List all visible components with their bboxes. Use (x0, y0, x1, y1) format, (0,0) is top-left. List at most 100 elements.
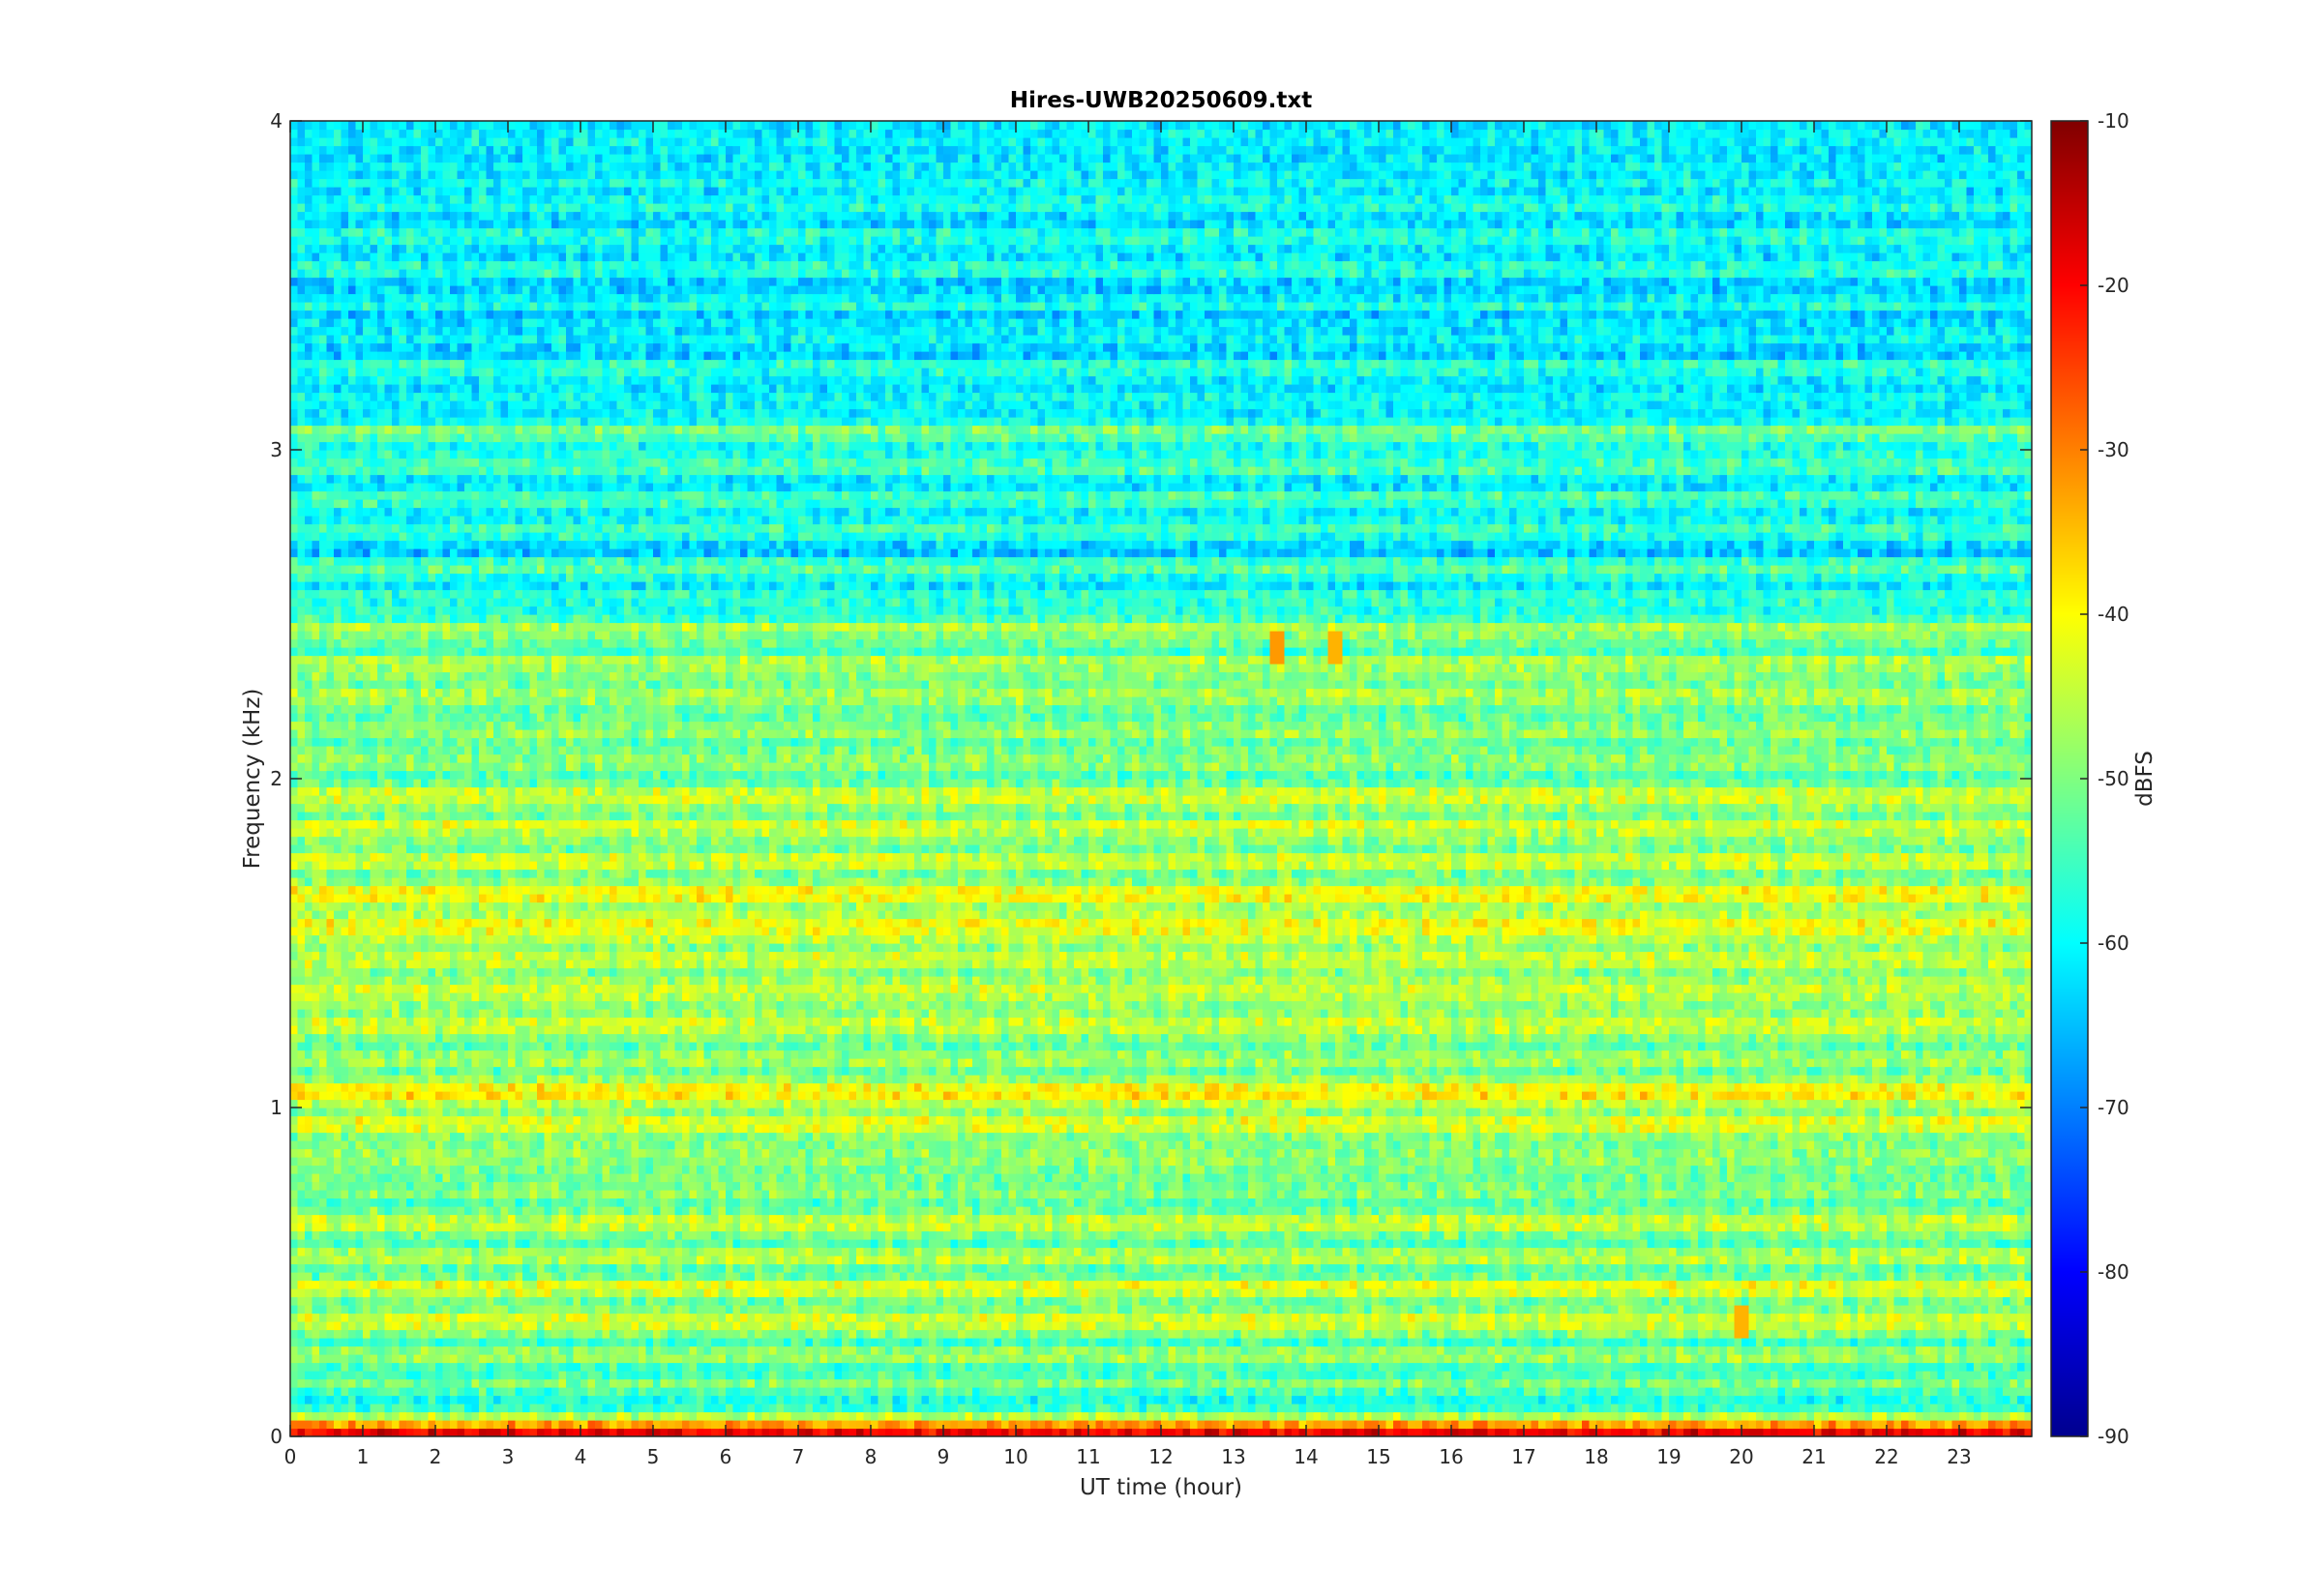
heatmap-cell (2017, 1429, 2025, 1437)
heatmap-cell (1822, 1396, 1830, 1404)
heatmap-cell (1698, 1314, 1706, 1322)
heatmap-cell (1959, 1346, 1967, 1355)
heatmap-cell (414, 1321, 422, 1330)
heatmap-cell (1988, 1321, 1996, 1330)
heatmap-cell (1009, 1272, 1017, 1281)
heatmap-cell (603, 1387, 610, 1396)
heatmap-cell (479, 1371, 487, 1379)
heatmap-cell (1996, 1404, 2004, 1412)
heatmap-cell (1633, 1281, 1641, 1289)
heatmap-cell (639, 1305, 646, 1314)
heatmap-cell (1451, 1387, 1459, 1396)
heatmap-cell (1553, 1297, 1561, 1306)
heatmap-cell (1880, 1379, 1888, 1388)
heatmap-cell (1088, 1404, 1096, 1412)
heatmap-cell (1625, 1321, 1633, 1330)
heatmap-cell (668, 1363, 675, 1372)
heatmap-cell (479, 1379, 487, 1388)
heatmap-cell (1495, 1288, 1503, 1297)
heatmap-cell (435, 1420, 443, 1429)
heatmap-cell (1887, 1371, 1894, 1379)
heatmap-cell (305, 1288, 313, 1297)
heatmap-cell (1996, 1281, 2004, 1289)
heatmap-cell (1648, 1404, 1655, 1412)
heatmap-cell (1829, 1314, 1836, 1322)
heatmap-cell (1364, 1281, 1372, 1289)
heatmap-cell (820, 1379, 828, 1388)
heatmap-cell (1444, 1412, 1452, 1421)
heatmap-cell (392, 1379, 400, 1388)
heatmap-cell (508, 1297, 516, 1306)
heatmap-cell (522, 1379, 530, 1388)
heatmap-cell (1764, 1321, 1771, 1330)
heatmap-cell (755, 1288, 762, 1297)
heatmap-cell (1981, 1346, 1989, 1355)
heatmap-cell (987, 1379, 995, 1388)
heatmap-cell (1822, 1387, 1830, 1396)
heatmap-cell (334, 1429, 342, 1437)
heatmap-cell (1800, 1297, 1807, 1306)
heatmap-cell (1706, 1321, 1713, 1330)
heatmap-cell (1030, 1281, 1038, 1289)
heatmap-cell (406, 1272, 414, 1281)
heatmap-cell (769, 1429, 777, 1437)
heatmap-cell (1422, 1420, 1430, 1429)
heatmap-cell (690, 1330, 698, 1339)
heatmap-cell (1248, 1272, 1256, 1281)
heatmap-cell (995, 1314, 1002, 1322)
heatmap-cell (777, 1363, 785, 1372)
heatmap-cell (704, 1305, 712, 1314)
heatmap-cell (777, 1354, 785, 1363)
heatmap-cell (1422, 1354, 1430, 1363)
heatmap-cell (914, 1264, 922, 1273)
heatmap-cell (305, 1396, 313, 1404)
heatmap-cell (516, 1387, 523, 1396)
heatmap-cell (595, 1379, 603, 1388)
heatmap-cell (1176, 1404, 1183, 1412)
heatmap-cell (508, 1264, 516, 1273)
heatmap-cell (356, 1404, 364, 1412)
heatmap-cell (1227, 1314, 1235, 1322)
heatmap-cell (1938, 1412, 1946, 1421)
heatmap-cell (1176, 1314, 1183, 1322)
heatmap-cell (1749, 1387, 1757, 1396)
heatmap-cell (1517, 1272, 1525, 1281)
heatmap-cell (406, 1396, 414, 1404)
heatmap-cell (1372, 1321, 1380, 1330)
heatmap-cell (1909, 1371, 1917, 1379)
heatmap-cell (1945, 1371, 1952, 1379)
heatmap-cell (545, 1297, 552, 1306)
heatmap-cell (319, 1288, 327, 1297)
heatmap-cell (1930, 1429, 1938, 1437)
heatmap-cell (574, 1305, 581, 1314)
heatmap-cell (1053, 1330, 1060, 1339)
heatmap-cell (958, 1379, 966, 1388)
heatmap-cell (1553, 1272, 1561, 1281)
heatmap-cell (1067, 1305, 1075, 1314)
heatmap-cell (893, 1371, 901, 1379)
heatmap-cell (1683, 1288, 1691, 1297)
heatmap-cell (1712, 1387, 1720, 1396)
heatmap-cell (1408, 1281, 1415, 1289)
heatmap-cell (1161, 1314, 1169, 1322)
heatmap-cell (1306, 1314, 1314, 1322)
heatmap-cell (487, 1281, 494, 1289)
heatmap-cell (371, 1404, 378, 1412)
heatmap-cell (1176, 1396, 1183, 1404)
heatmap-cell (1843, 1420, 1851, 1429)
heatmap-cell (1764, 1346, 1771, 1355)
heatmap-cell (2003, 1297, 2010, 1306)
heatmap-cell (334, 1387, 342, 1396)
heatmap-cell (798, 1346, 806, 1355)
heatmap-cell (719, 1321, 727, 1330)
heatmap-cell (1263, 1354, 1270, 1363)
heatmap-cell (675, 1346, 683, 1355)
heatmap-cell (1532, 1396, 1539, 1404)
heatmap-cell (813, 1305, 820, 1314)
heatmap-cell (443, 1321, 451, 1330)
heatmap-cell (661, 1371, 669, 1379)
heatmap-cell (893, 1429, 901, 1437)
heatmap-cell (1590, 1387, 1597, 1396)
heatmap-cell (1480, 1412, 1488, 1421)
heatmap-cell (1146, 1412, 1154, 1421)
